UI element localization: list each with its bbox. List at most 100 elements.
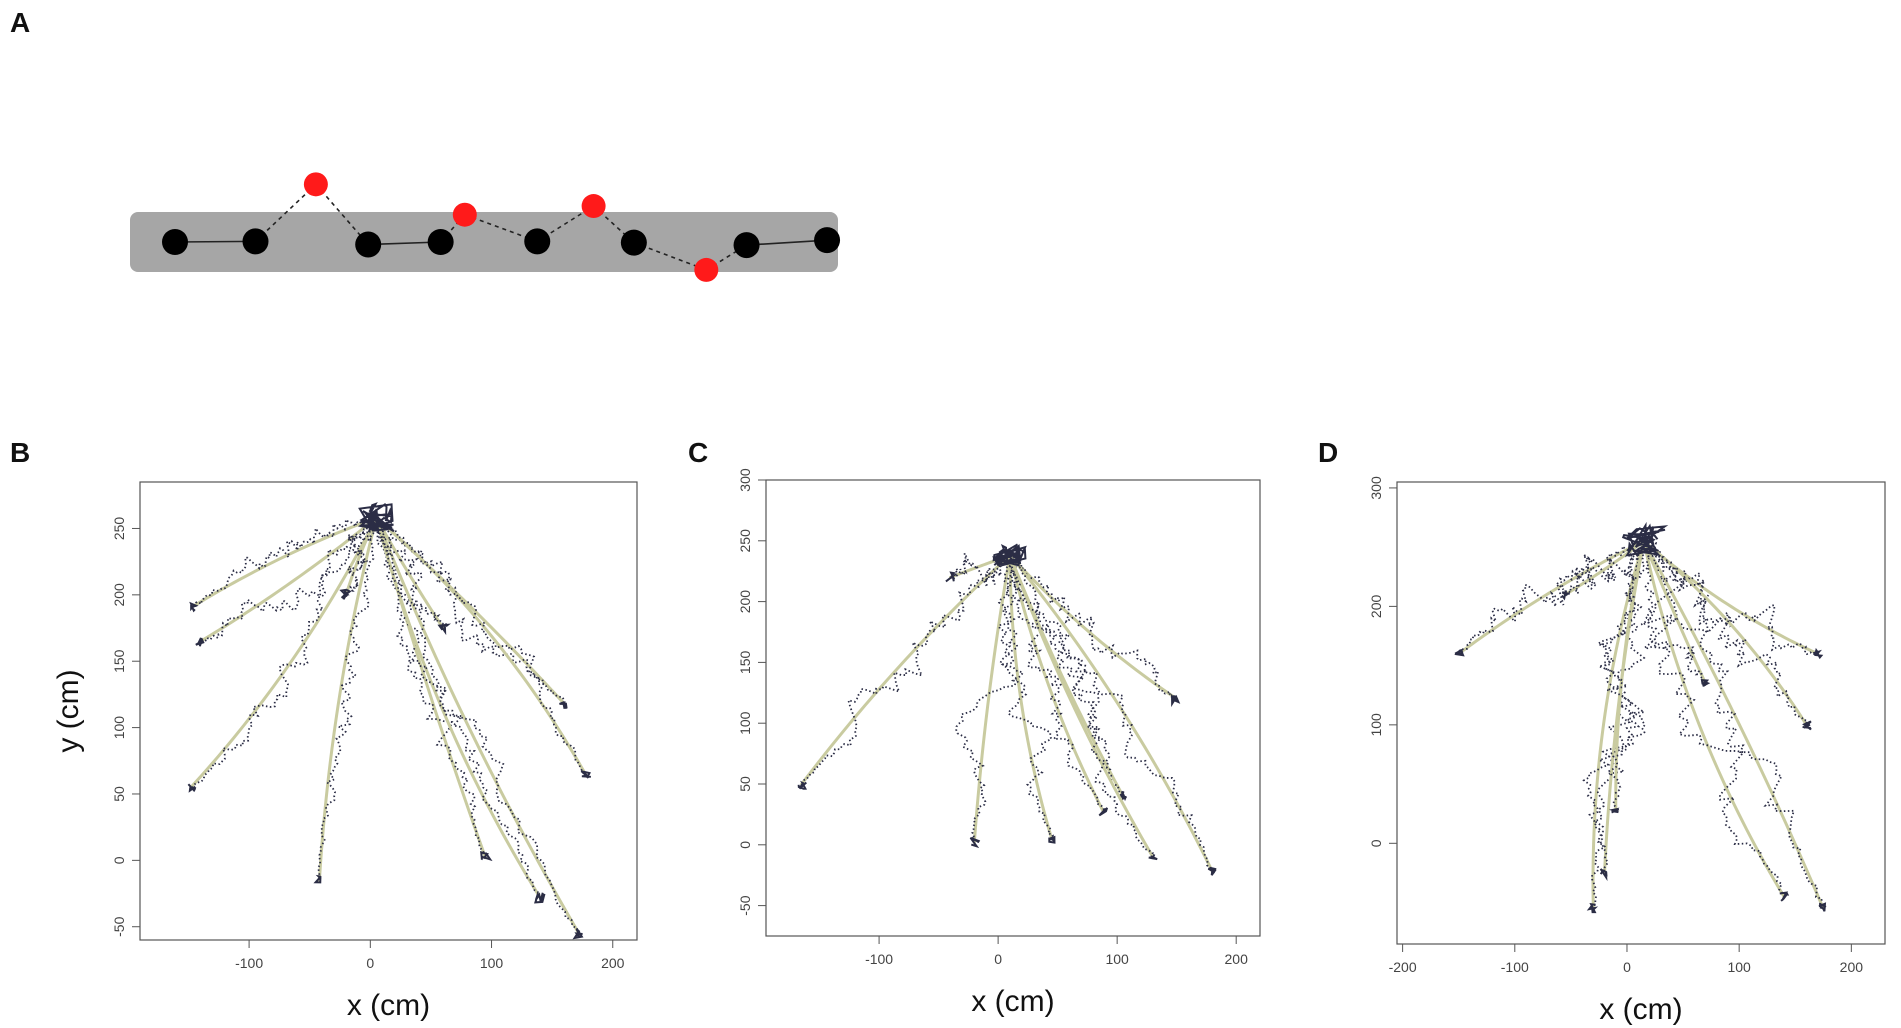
x-axis-title: x (cm)	[971, 985, 1054, 1018]
tracks	[797, 543, 1217, 876]
x-tick-label: 200	[1225, 951, 1249, 967]
smoothed-track	[1642, 539, 1825, 910]
track-end	[1207, 866, 1217, 876]
track-end	[1454, 649, 1465, 657]
track-end	[945, 571, 956, 583]
y-tick-label: 250	[111, 517, 127, 541]
track-end	[1148, 854, 1158, 861]
raw-track	[1641, 541, 1787, 897]
smoothed-track	[800, 553, 1012, 786]
track-end	[187, 783, 197, 793]
raw-track	[1010, 553, 1177, 701]
smoothed-track	[374, 516, 581, 935]
track-end	[572, 927, 584, 940]
x-tick-label: 0	[366, 955, 374, 971]
smoothed-track	[317, 516, 378, 882]
raw-track	[999, 555, 1055, 840]
panel-a-dashed-link	[440, 214, 466, 243]
raw-track	[1644, 539, 1824, 910]
panel-a-outlier-point	[694, 257, 719, 282]
raw-track	[1641, 539, 1819, 656]
raw-track	[1596, 540, 1649, 809]
plot-frame	[765, 479, 1261, 937]
panel-c-chart: -100 0 100 200 -50 0 50 100 150 200 250 300 x (cm)	[737, 468, 1261, 1018]
smoothed-track	[374, 516, 588, 777]
track-end	[480, 851, 493, 862]
track-end	[1818, 902, 1827, 912]
smoothed-track	[972, 553, 1012, 844]
panel-a-point	[242, 228, 269, 255]
raw-track	[1640, 539, 1705, 685]
y-tick-label: 50	[737, 776, 753, 792]
panel-a-point	[162, 229, 188, 255]
track-end	[1586, 903, 1599, 914]
panel-d-chart: -200 -100 0 100 200 0 100 200 300 x (cm)	[1368, 476, 1886, 1026]
x-tick-label: 200	[601, 955, 625, 971]
track-end	[339, 588, 352, 600]
x-tick-label: 100	[480, 955, 504, 971]
y-tick-label: 300	[1368, 476, 1384, 500]
y-tick-label: 100	[1368, 713, 1384, 737]
panel-a-diagram	[130, 172, 841, 282]
plot-frame	[1396, 481, 1886, 945]
y-tick-label: 100	[737, 711, 753, 735]
raw-track	[194, 516, 377, 608]
raw-track	[1008, 555, 1105, 811]
start-cluster	[357, 502, 395, 535]
panel-c-letter: C	[688, 437, 708, 468]
raw-track	[375, 517, 541, 898]
panel-b-chart: -100 0 100 200 -50 0 50 100 150 200 250 x (cm) y (cm…	[52, 481, 638, 1022]
smoothed-track	[1008, 553, 1179, 701]
track-end	[1812, 647, 1824, 660]
x-tick-label: 100	[1727, 959, 1751, 975]
raw-track	[801, 555, 1012, 785]
y-axis-title: y (cm)	[52, 669, 85, 752]
panel-a-outlier-point	[452, 202, 477, 227]
smoothed-track	[1614, 539, 1646, 810]
panel-a-point	[524, 228, 551, 255]
panel-a-point	[733, 232, 760, 259]
raw-track	[191, 517, 377, 789]
panel-d-letter: D	[1318, 437, 1338, 468]
track-end	[1700, 678, 1711, 687]
smoothed-track	[1008, 553, 1105, 813]
track-end	[1561, 590, 1570, 601]
y-tick-label: 0	[1368, 839, 1384, 847]
panel-a-solid-link	[746, 239, 828, 246]
y-tick-label: 150	[737, 651, 753, 675]
panel-a-dashed-link	[633, 241, 707, 271]
smoothed-track	[1642, 539, 1786, 899]
track-end	[1119, 790, 1127, 802]
raw-track	[374, 517, 587, 776]
track-end	[1048, 835, 1056, 844]
track-end	[1170, 693, 1181, 708]
start-cluster	[1621, 521, 1669, 558]
x-tick-label: 0	[994, 951, 1002, 967]
panel-a-point	[620, 229, 647, 256]
smoothed-track	[199, 516, 378, 643]
smoothed-track	[1008, 553, 1214, 874]
y-tick-label: -50	[737, 895, 753, 915]
panel-a-dashed-link	[315, 183, 369, 246]
y-tick-label: 100	[111, 716, 127, 740]
smoothed-track	[1642, 539, 1708, 685]
smoothed-track	[374, 516, 542, 900]
track-end	[1802, 720, 1812, 731]
y-tick-label: 200	[111, 583, 127, 607]
panel-a-outlier-point	[303, 172, 328, 197]
track-end	[189, 601, 199, 613]
panel-a-point	[355, 231, 382, 258]
smoothed-track	[1591, 539, 1646, 910]
raw-track	[1591, 540, 1646, 909]
track-end	[797, 780, 807, 790]
raw-track	[955, 555, 1019, 843]
raw-track	[1008, 555, 1215, 872]
x-tick-label: 100	[1105, 951, 1129, 967]
y-tick-label: 0	[737, 841, 753, 849]
panel-a-letter: A	[10, 7, 30, 38]
smoothed-track	[374, 516, 445, 630]
raw-track	[1582, 540, 1647, 874]
track-end	[437, 622, 452, 636]
x-axis-title: x (cm)	[347, 989, 430, 1022]
